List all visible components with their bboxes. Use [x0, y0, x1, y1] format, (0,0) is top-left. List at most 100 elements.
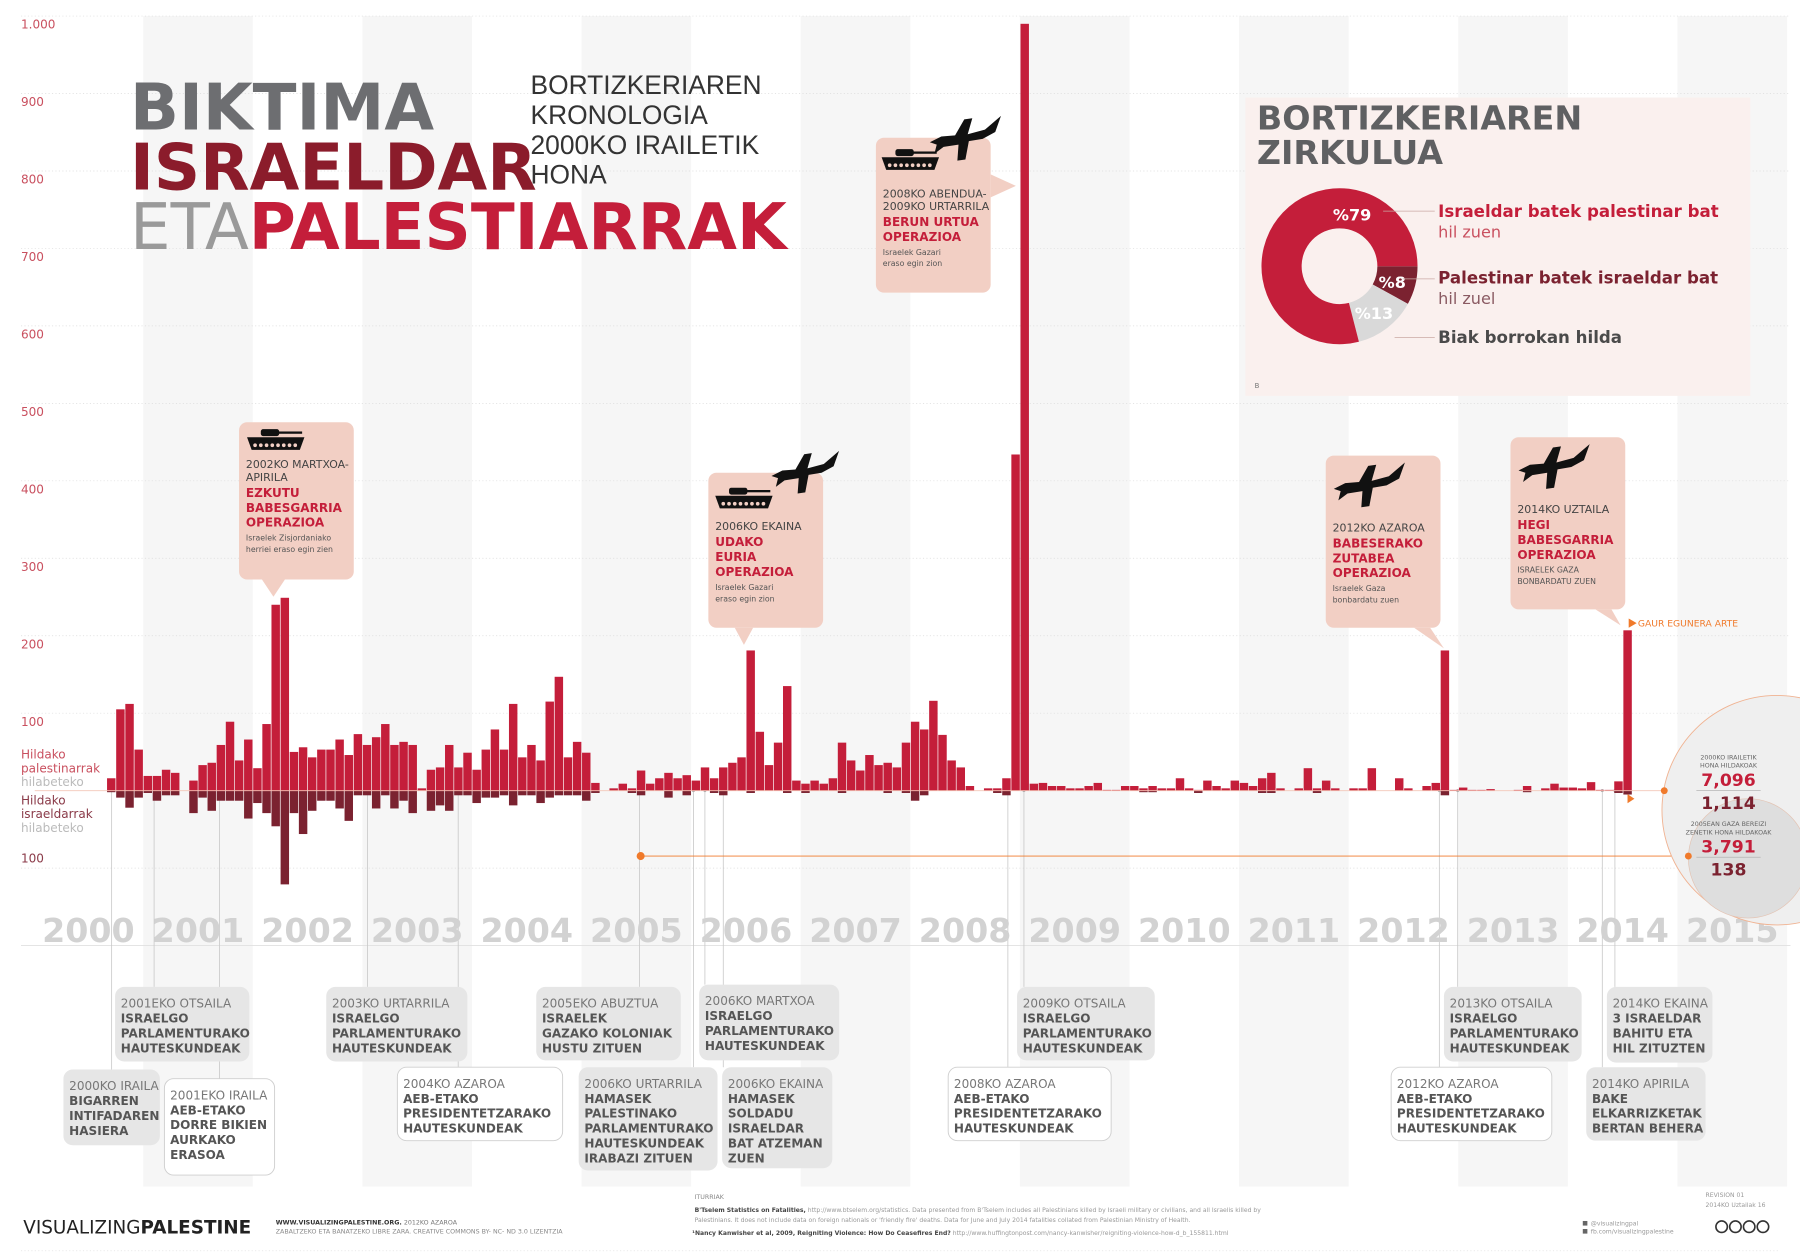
callout-description: bonbardatu zuen [1333, 595, 1399, 604]
bar-palestinian [582, 752, 591, 791]
bar-palestinian [938, 734, 947, 791]
bar-palestinian [691, 780, 701, 791]
site-link[interactable]: WWW.VISUALIZINGPALESTINE.ORG. [276, 1219, 402, 1226]
bar-palestinian [362, 744, 372, 791]
footer: VISUALIZINGPALESTINE WWW.VISUALIZINGPALE… [20, 1192, 1780, 1252]
bar-israeli [627, 790, 637, 793]
bar-palestinian [1057, 786, 1066, 791]
event-text: HAUTESKUNDEAK [1023, 1041, 1143, 1055]
event-text: HAMASEK [728, 1092, 796, 1106]
bar-israeli [399, 790, 408, 801]
callout-date: 2002KO MARTXOA- [246, 458, 349, 471]
bar-israeli [426, 790, 436, 811]
gaza-palestinian: 3,791 [1701, 838, 1755, 858]
bar-palestinian [709, 778, 719, 791]
bar-israeli [262, 790, 271, 814]
source-2-text[interactable]: http://www.huffingtonpost.com/nancy-kanw… [951, 1230, 1229, 1237]
bar-palestinian [1148, 786, 1157, 791]
bar-israeli [253, 790, 262, 804]
bar-palestinian [609, 788, 618, 791]
pie-slice-label: %13 [1355, 304, 1393, 323]
bar-palestinian [737, 757, 746, 791]
bar-palestinian [1586, 782, 1596, 791]
bar-israeli [472, 790, 481, 804]
year-label: 2014 [1576, 911, 1669, 950]
bar-palestinian [1175, 778, 1185, 791]
total-palestinian: 7,096 [1701, 771, 1755, 791]
event-date: 2006KO URTARRILA [584, 1077, 702, 1091]
source-2-title: ¹Nancy Kanwisher et al, 2009, Reigniting… [692, 1230, 951, 1237]
bar-palestinian [280, 597, 290, 791]
bar-israeli [408, 790, 417, 814]
year-label: 2000 [42, 911, 135, 950]
pie-panel: BORTIZKERIAREN ZIRKULUA %8 %13 %79 Israeld… [1245, 97, 1751, 396]
tank-icon [247, 429, 305, 450]
event-text: HUSTU ZITUEN [542, 1041, 642, 1055]
facebook-icon [1582, 1229, 1588, 1234]
bar-palestinian [1130, 786, 1139, 791]
pie-legend: Israeldar batek palestinar bat hil zuen … [1255, 202, 1719, 390]
bar-palestinian [1002, 778, 1011, 791]
event-text: INTIFADAREN [69, 1109, 159, 1123]
bar-israeli [125, 790, 134, 808]
bar-israeli [499, 790, 509, 796]
bar-israeli [344, 790, 353, 821]
bar-israeli [490, 790, 500, 798]
bar-israeli [1139, 790, 1148, 793]
year-label: 2006 [700, 911, 793, 950]
bar-palestinian [627, 788, 637, 791]
bar-palestinian [773, 742, 783, 791]
bar-israeli [782, 790, 792, 793]
bar-palestinian [445, 744, 454, 791]
event-text: ISRAELGO [1023, 1011, 1091, 1025]
event-box: 2003KO URTARRILAISRAELGOPARLAMENTURAKOHA… [326, 986, 468, 1062]
callout-description: Israelek Gaza [1333, 584, 1386, 593]
bar-palestinian [536, 760, 545, 791]
event-date: 2001EKO OTSAILA [121, 997, 232, 1011]
event-date: 2014KO APIRILA [1592, 1077, 1690, 1091]
event-text: PARLAMENTURAKO [705, 1024, 834, 1038]
bar-palestinian [664, 772, 673, 791]
pie-slice-label: %79 [1333, 205, 1371, 224]
bar-israeli [271, 790, 280, 827]
title-line3b: PALESTIARRAK [249, 190, 789, 265]
bar-israeli [910, 790, 920, 801]
bar-palestinian [1331, 788, 1340, 791]
bar-palestinian [1029, 783, 1039, 791]
callout-description: ISRAELEK GAZA [1517, 566, 1579, 575]
legend-pal-line: Hildako [21, 748, 66, 762]
event-text: PARLAMENTURAKO [584, 1122, 713, 1136]
bar-palestinian [554, 676, 564, 791]
facebook-link[interactable]: fb.com/visualizingpalestine [1591, 1229, 1674, 1236]
source-1b: Palestinians. It does not include data o… [695, 1217, 1191, 1224]
twitter-handle[interactable]: @visualizingpal [1591, 1220, 1639, 1228]
bar-palestinian [993, 788, 1002, 791]
event-boxes: 2000KO IRAILABIGARRENINTIFADARENHASIERA2… [63, 984, 1713, 1176]
event-date: 2003KO URTARRILA [332, 997, 450, 1011]
bar-israeli [289, 790, 299, 814]
bar-israeli [216, 790, 226, 801]
bar-israeli [1623, 790, 1632, 795]
bar-palestinian [1221, 788, 1230, 791]
source-1-text[interactable]: http://www.btselem.org/statistics. Data … [806, 1207, 1261, 1214]
event-text: ISRAELGO [332, 1011, 400, 1025]
title-line3a: ETA [130, 190, 249, 265]
bar-palestinian [755, 731, 765, 791]
bar-israeli [801, 790, 810, 793]
bar-palestinian [1568, 787, 1578, 791]
event-text: GAZAKO KOLONIAK [542, 1026, 673, 1040]
bar-palestinian [792, 780, 801, 791]
bar-palestinian [645, 783, 655, 791]
callout-description: Israelek Gazari [883, 248, 941, 257]
callout-operation-name: BABESGARRIA [246, 501, 343, 515]
fighter-jet-icon [1333, 462, 1405, 508]
callout-description: Israelek Gazari [715, 583, 773, 592]
bar-palestinian [1294, 788, 1303, 791]
bar-palestinian [1157, 788, 1166, 791]
sources-title: ITURRIAK [695, 1194, 725, 1201]
flag-icon [1628, 618, 1637, 628]
bar-palestinian [947, 760, 956, 791]
